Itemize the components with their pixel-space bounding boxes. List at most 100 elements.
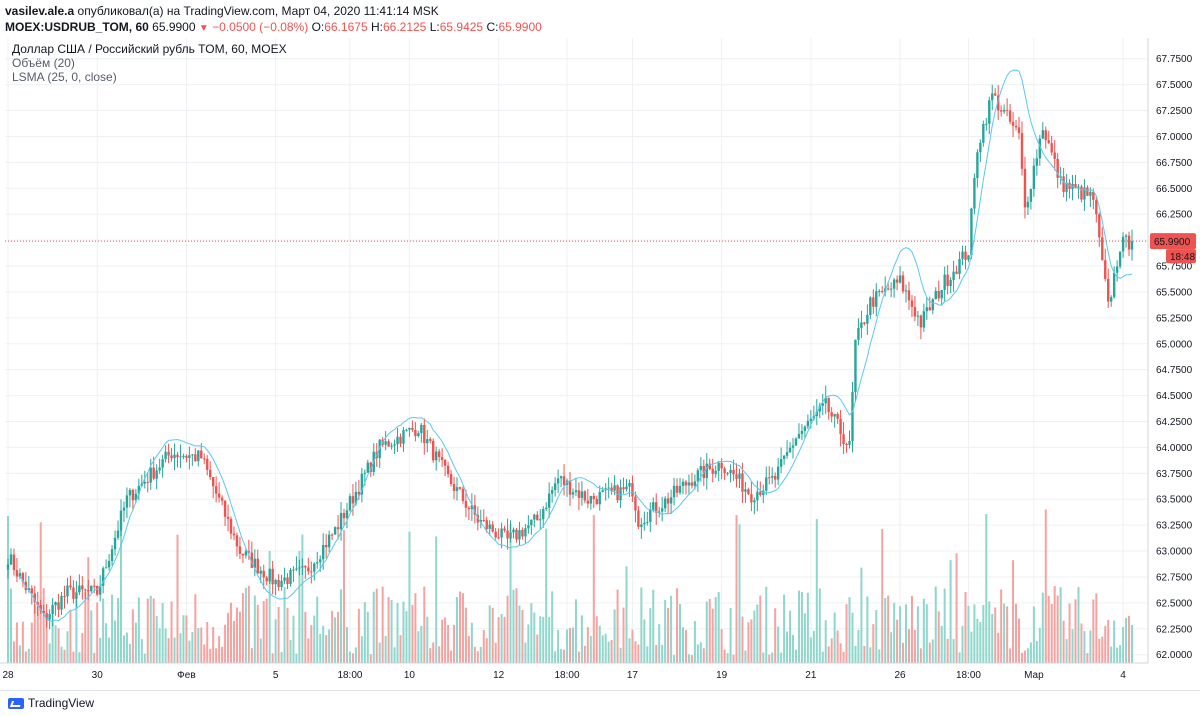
candle-body xyxy=(934,290,937,300)
volume-bar xyxy=(378,642,381,663)
candle-body xyxy=(619,487,622,501)
volume-bar xyxy=(464,607,467,663)
candle-body xyxy=(57,602,60,610)
price-chart[interactable]: 67.7500 67.5000 67.2500 67.0000 66.7500 66.50… xyxy=(0,38,1200,690)
volume-bar xyxy=(96,602,99,663)
candle-body xyxy=(223,500,227,517)
candle-body xyxy=(467,507,471,510)
legend-title[interactable]: Доллар США / Российский рубль TOM, 60, M… xyxy=(12,42,287,56)
volume-bar xyxy=(224,624,227,663)
volume-bar xyxy=(307,638,310,663)
volume-bar xyxy=(182,615,185,663)
candle-body xyxy=(735,474,738,479)
volume-bar xyxy=(102,598,105,663)
volume-bar xyxy=(750,619,753,663)
volume-bar xyxy=(363,602,366,663)
volume-bar xyxy=(887,595,890,663)
volume-bar xyxy=(595,616,598,663)
candle-body xyxy=(699,465,703,471)
candle-body xyxy=(771,476,774,478)
symbol[interactable]: MOEX:USDRUB_TOM, 60 xyxy=(5,20,149,34)
time-tick-label: 26 xyxy=(895,670,907,681)
volume-bar xyxy=(27,648,30,663)
volume-bar xyxy=(158,628,161,663)
candle-body xyxy=(521,529,524,537)
volume-bar xyxy=(131,609,134,663)
candle-body xyxy=(101,568,105,586)
volume-bar xyxy=(515,588,518,663)
volume-bar xyxy=(777,626,780,663)
volume-bar xyxy=(411,604,414,663)
candle-body xyxy=(200,450,203,459)
candle-body xyxy=(527,525,530,529)
candle-body xyxy=(414,429,417,437)
candle-body xyxy=(845,444,848,446)
volume-bar xyxy=(705,601,708,663)
candle-body xyxy=(1023,168,1027,208)
volume-bar xyxy=(931,639,934,663)
candle-body xyxy=(36,602,39,606)
candle-body xyxy=(1041,130,1044,139)
candle-body xyxy=(693,481,697,486)
volume-bar xyxy=(179,633,182,663)
candle-body xyxy=(851,392,854,442)
volume-bar xyxy=(340,589,343,663)
legend-lsma[interactable]: LSMA (25, 0, close) xyxy=(12,70,117,84)
volume-bar xyxy=(1086,653,1089,663)
volume-bar xyxy=(512,589,515,663)
chart-legend: Доллар США / Российский рубль TOM, 60, M… xyxy=(12,42,287,84)
volume-bar xyxy=(759,595,762,663)
candle-body xyxy=(586,500,590,504)
candle-body xyxy=(324,544,328,548)
volume-bar xyxy=(756,604,759,663)
price-tick-label: 64.2500 xyxy=(1156,417,1193,428)
volume-bar xyxy=(919,648,922,663)
candle-body xyxy=(913,307,917,317)
volume-bar xyxy=(800,591,803,663)
volume-bar xyxy=(928,642,931,663)
volume-bar xyxy=(1116,647,1119,663)
candle-body xyxy=(625,486,628,490)
candle-body xyxy=(319,559,322,563)
legend-volume[interactable]: Объём (20) xyxy=(12,56,75,70)
volume-bar xyxy=(66,631,69,663)
volume-bar xyxy=(717,592,720,663)
candle-body xyxy=(110,549,114,561)
tradingview-logo[interactable]: TradingView xyxy=(8,696,94,710)
candle-body xyxy=(663,498,667,509)
volume-bar xyxy=(967,605,970,663)
volume-bar xyxy=(221,646,224,663)
candle-body xyxy=(821,403,824,406)
candle-body xyxy=(191,454,194,456)
volume-bar xyxy=(768,654,771,663)
volume-bar xyxy=(277,606,280,663)
volume-bar xyxy=(167,638,170,663)
time-tick-label: 21 xyxy=(805,670,817,681)
author[interactable]: vasilev.ale.a xyxy=(5,4,75,18)
volume-bar xyxy=(875,609,878,663)
candle-body xyxy=(779,458,783,467)
price-tick-label: 64.7500 xyxy=(1156,365,1193,376)
volume-bar xyxy=(1044,509,1047,663)
candle-body xyxy=(1017,127,1021,134)
candle-body xyxy=(836,413,839,419)
volume-bar xyxy=(60,646,63,663)
candle-body xyxy=(411,427,414,430)
volume-bar xyxy=(36,606,39,663)
candle-body xyxy=(482,520,485,522)
volume-bar xyxy=(298,550,301,663)
candle-body xyxy=(399,436,402,444)
volume-bar xyxy=(628,638,631,663)
candle-body xyxy=(440,456,444,460)
volume-bar xyxy=(1023,650,1026,663)
volume-bar xyxy=(393,647,396,663)
candle-body xyxy=(961,251,964,259)
candle-body xyxy=(886,288,890,290)
volume-bar xyxy=(170,601,173,663)
candle-body xyxy=(39,605,42,611)
candle-body xyxy=(63,595,66,597)
candle-body xyxy=(1050,143,1053,153)
candle-body xyxy=(345,510,349,519)
candle-body xyxy=(607,487,610,489)
volume-bar xyxy=(1065,639,1068,663)
